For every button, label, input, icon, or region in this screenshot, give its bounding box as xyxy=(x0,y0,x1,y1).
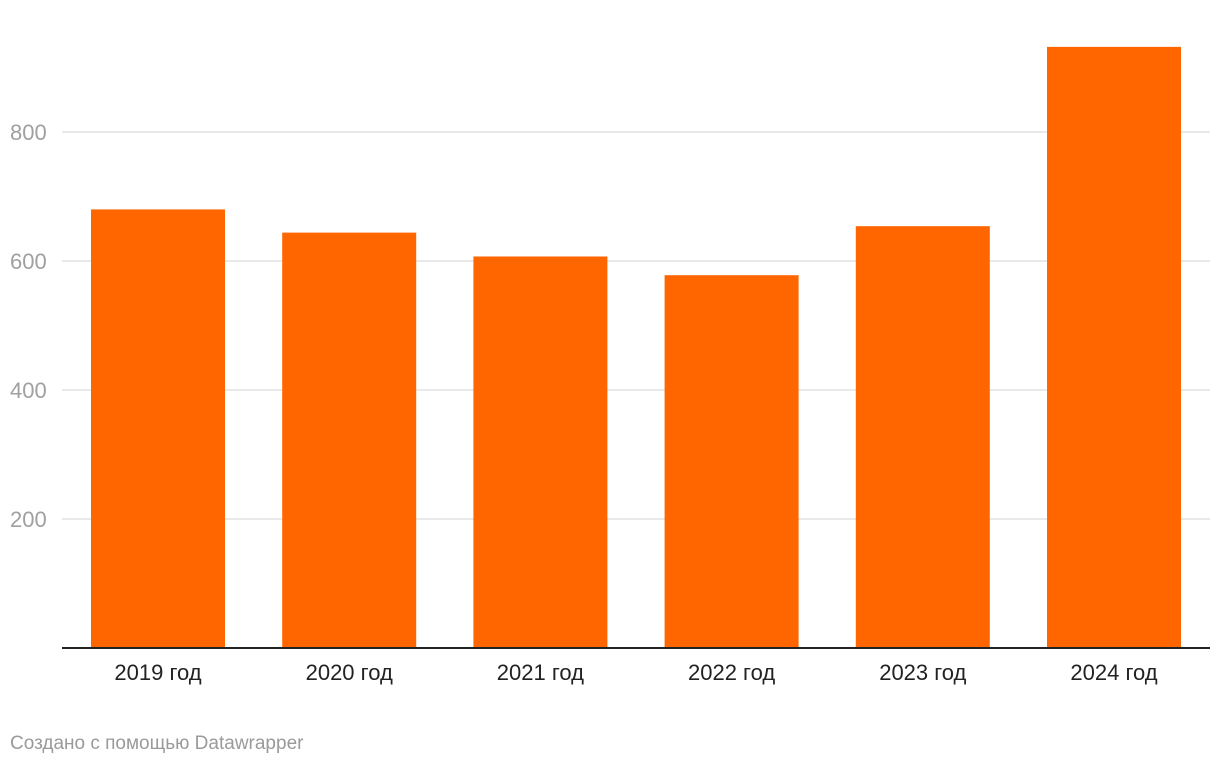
bar-2021-год xyxy=(473,256,608,648)
x-axis-tick-labels: 2019 год 2020 год 2021 год 2022 год 2023 год… xyxy=(114,660,1157,685)
x-tick-label: 2021 год xyxy=(497,660,584,685)
bar-2024-год xyxy=(1047,46,1181,649)
x-tick-label: 2022 год xyxy=(688,660,775,685)
y-tick-label: 800 xyxy=(10,120,47,145)
y-tick-label: 400 xyxy=(10,378,47,403)
bar-chart: 200 400 600 800 2019 год 2020 год 2021 год 202… xyxy=(10,46,1210,685)
x-tick-label: 2023 год xyxy=(879,660,966,685)
bar-2020-год xyxy=(282,232,417,648)
x-tick-label: 2019 год xyxy=(114,660,201,685)
y-axis-tick-labels: 200 400 600 800 xyxy=(10,120,47,532)
bar-2023-год xyxy=(855,226,990,649)
bar-2019-год xyxy=(91,209,225,648)
y-tick-label: 600 xyxy=(10,249,47,274)
y-tick-label: 200 xyxy=(10,507,47,532)
bars xyxy=(91,46,1181,649)
x-tick-label: 2020 год xyxy=(306,660,393,685)
credit-text: Создано с помощью Datawrapper xyxy=(10,733,304,754)
x-tick-label: 2024 год xyxy=(1070,660,1157,685)
bar-2022-год xyxy=(664,275,799,648)
gridlines xyxy=(62,131,1210,520)
